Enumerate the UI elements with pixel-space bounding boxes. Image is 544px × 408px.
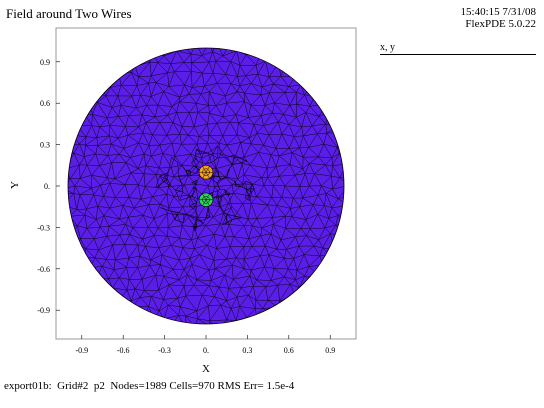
mesh-lines xyxy=(68,48,344,324)
legend-label: x, y xyxy=(380,42,536,55)
timestamp: 15:40:15 7/31/08 xyxy=(460,6,536,18)
y-axis-label: Y xyxy=(9,181,21,189)
y-tick-label: 0.3 xyxy=(40,141,50,150)
grid-info: Grid#2 xyxy=(57,380,89,392)
rms-error: RMS Err= 1.5e-4 xyxy=(217,380,295,392)
export-name: export01b: xyxy=(4,380,52,392)
x-axis-ticks: -0.9 -0.6 -0.3 0. 0.3 0.6 0.9 xyxy=(75,335,335,355)
x-axis-label: X xyxy=(202,363,210,375)
x-tick-label: -0.9 xyxy=(75,346,88,355)
node-count: Nodes=1989 xyxy=(110,380,167,392)
x-tick-label: -0.3 xyxy=(158,346,171,355)
wire-upper xyxy=(198,165,214,180)
domain-boundary xyxy=(67,47,345,325)
y-tick-label: 0.9 xyxy=(40,58,50,67)
wires xyxy=(198,165,214,208)
software-version: FlexPDE 5.0.22 xyxy=(465,18,536,30)
wire-lower xyxy=(198,192,214,208)
y-tick-label: 0.6 xyxy=(40,99,50,108)
y-tick-label: -0.6 xyxy=(37,265,50,274)
cell-count: Cells=970 xyxy=(169,380,215,392)
x-tick-label: -0.6 xyxy=(117,346,130,355)
plot-title: Field around Two Wires xyxy=(6,6,132,21)
x-tick-label: 0.3 xyxy=(242,346,252,355)
x-tick-label: 0. xyxy=(203,346,209,355)
status-line: export01b: Grid#2 p2 Nodes=1989 Cells=97… xyxy=(4,380,294,392)
run-info: 15:40:15 7/31/08 FlexPDE 5.0.22 xyxy=(461,6,536,30)
y-axis-ticks: 0.9 0.6 0.3 0. -0.3 -0.6 -0.9 xyxy=(37,58,60,315)
order-info: p2 xyxy=(93,380,105,392)
y-tick-label: 0. xyxy=(44,182,50,191)
y-tick-label: -0.3 xyxy=(37,223,50,232)
x-tick-label: 0.9 xyxy=(325,346,335,355)
x-tick-label: 0.6 xyxy=(284,346,294,355)
y-tick-label: -0.9 xyxy=(37,306,50,315)
